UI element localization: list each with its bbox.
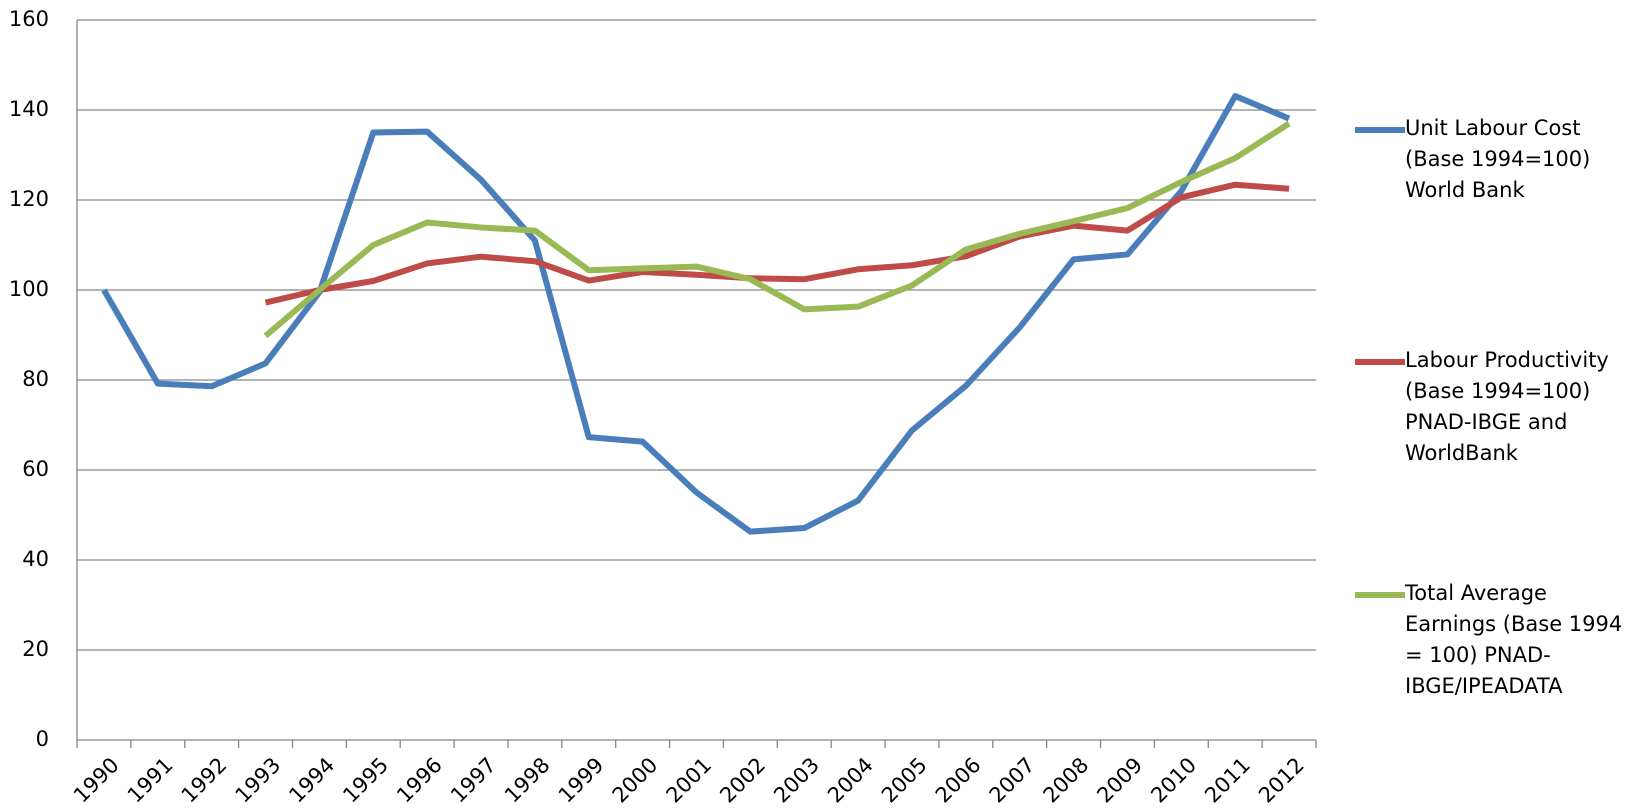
x-tick-label: 2008 <box>1039 753 1094 808</box>
y-tick-label: 0 <box>36 727 49 751</box>
legend-label: Unit Labour Cost (Base 1994=100) World B… <box>1405 116 1591 202</box>
y-tick-label: 40 <box>22 547 49 571</box>
x-tick-label: 1994 <box>284 753 339 808</box>
y-tick-label: 20 <box>22 637 49 661</box>
legend-swatch <box>1355 359 1405 365</box>
x-tick-label: 1990 <box>69 753 124 808</box>
series-line <box>101 93 1291 535</box>
legend-item: Unit Labour Cost (Base 1994=100) World B… <box>1355 113 1635 206</box>
y-tick-label: 140 <box>9 97 49 121</box>
y-tick-label: 100 <box>9 277 49 301</box>
legend-label: Labour Productivity (Base 1994=100) PNAD… <box>1405 348 1609 465</box>
x-tick-label: 1997 <box>446 753 501 808</box>
x-tick-label: 1993 <box>231 753 286 808</box>
y-tick-label: 160 <box>9 7 49 31</box>
x-tick-label: 2012 <box>1254 753 1309 808</box>
y-tick-label: 60 <box>22 457 49 481</box>
legend-swatch <box>1355 127 1405 133</box>
x-tick-label: 2003 <box>769 753 824 808</box>
x-tick-label: 2000 <box>608 753 663 808</box>
x-tick-label: 1996 <box>392 753 447 808</box>
x-tick-label: 2004 <box>823 753 878 808</box>
x-tick-label: 2011 <box>1200 753 1255 808</box>
x-tick-label: 2005 <box>877 753 932 808</box>
legend-label: Total Average Earnings (Base 1994 = 100)… <box>1405 581 1623 698</box>
x-tick-label: 1992 <box>177 753 232 808</box>
x-tick-label: 2001 <box>662 753 717 808</box>
y-tick-label: 120 <box>9 187 49 211</box>
series-line <box>264 181 1290 306</box>
x-tick-label: 1999 <box>554 753 609 808</box>
x-tick-label: 2010 <box>1146 753 1201 808</box>
x-tick-label: 2009 <box>1092 753 1147 808</box>
y-tick-label: 80 <box>22 367 49 391</box>
legend-item: Total Average Earnings (Base 1994 = 100)… <box>1355 578 1635 702</box>
legend-item: Labour Productivity (Base 1994=100) PNAD… <box>1355 345 1635 469</box>
x-tick-label: 1998 <box>500 753 555 808</box>
x-tick-label: 2002 <box>715 753 770 808</box>
x-tick-label: 1991 <box>123 753 178 808</box>
x-tick-label: 2006 <box>931 753 986 808</box>
x-tick-label: 1995 <box>338 753 393 808</box>
series-line <box>263 120 1291 339</box>
legend-swatch <box>1355 592 1405 598</box>
x-tick-label: 2007 <box>985 753 1040 808</box>
